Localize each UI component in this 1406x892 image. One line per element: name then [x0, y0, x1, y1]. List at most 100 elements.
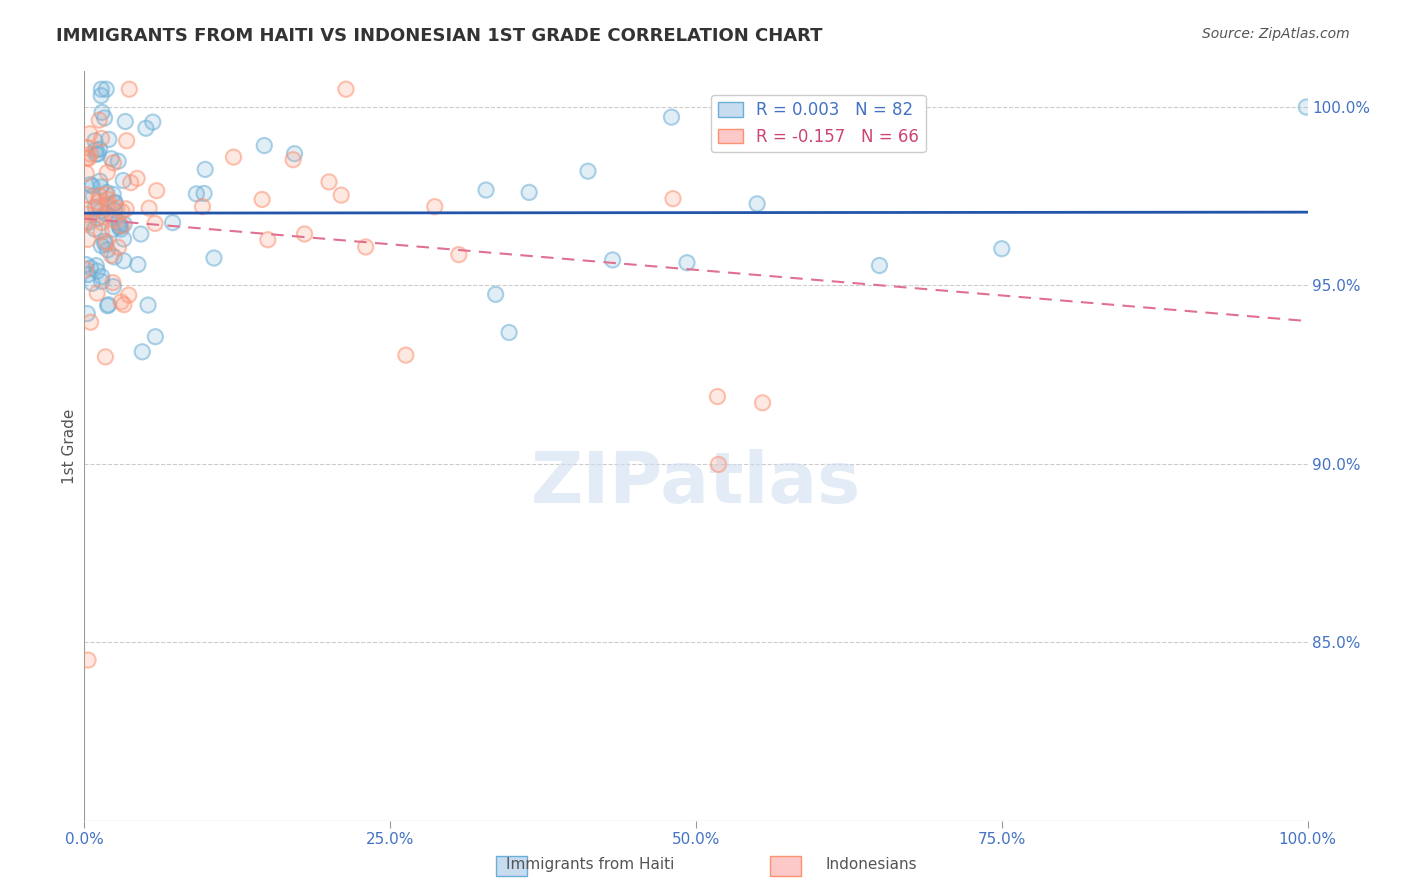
Point [191, 200, 214, 214]
Point [115, 202, 138, 216]
Point [136, 298, 159, 312]
Point [84, 143, 107, 157]
Point [90, 225, 112, 239]
Point [498, 326, 520, 340]
Point [89, 174, 111, 188]
Point [93, 234, 115, 248]
Point [127, 171, 149, 186]
Point [90, 180, 112, 194]
Point [94, 187, 117, 202]
Text: Immigrants from Haiti: Immigrants from Haiti [506, 857, 675, 872]
Point [120, 176, 142, 190]
Point [84, 147, 107, 161]
Point [191, 200, 214, 214]
Point [84, 147, 107, 161]
Point [75, 258, 97, 272]
Point [131, 344, 153, 359]
Point [90, 131, 112, 145]
Point [79, 260, 101, 275]
Point [90, 269, 112, 284]
Point [93, 209, 115, 223]
Point [186, 186, 208, 201]
Point [107, 154, 129, 169]
Point [131, 344, 153, 359]
Point [498, 326, 520, 340]
Point [91, 105, 114, 120]
Point [94, 350, 117, 364]
Point [84, 259, 107, 273]
Point [96, 197, 118, 211]
Point [104, 195, 127, 210]
Point [107, 240, 129, 254]
Point [127, 258, 149, 272]
Point [82, 189, 104, 203]
Point [118, 288, 141, 302]
Point [335, 82, 357, 96]
Point [90, 238, 112, 252]
Point [250, 193, 273, 207]
Point [103, 187, 125, 202]
Point [97, 193, 120, 207]
Y-axis label: 1st Grade: 1st Grade [62, 409, 77, 483]
Point [107, 154, 129, 169]
Point [75, 214, 97, 228]
Point [76, 307, 98, 321]
Point [77, 152, 100, 166]
Point [485, 287, 508, 301]
Point [747, 197, 769, 211]
Point [193, 186, 215, 201]
Point [75, 262, 97, 277]
Point [84, 134, 107, 148]
Point [112, 253, 135, 268]
Point [661, 110, 683, 124]
Point [91, 105, 114, 120]
Point [79, 315, 101, 329]
Point [89, 188, 111, 202]
Point [84, 134, 107, 148]
Point [354, 240, 377, 254]
Point [86, 211, 108, 226]
Point [75, 214, 97, 228]
Point [253, 138, 276, 153]
Point [108, 219, 131, 233]
Point [135, 121, 157, 136]
Point [662, 192, 685, 206]
Point [294, 227, 316, 241]
Point [90, 204, 112, 219]
Point [75, 216, 97, 230]
Point [100, 248, 122, 262]
Point [475, 183, 498, 197]
Point [112, 232, 135, 246]
Point [143, 217, 166, 231]
Point [76, 140, 98, 154]
Point [100, 152, 122, 166]
Point [96, 299, 118, 313]
Point [90, 88, 112, 103]
Point [90, 82, 112, 96]
Point [110, 222, 132, 236]
Point [77, 152, 100, 166]
Point [93, 111, 115, 125]
Point [76, 207, 98, 221]
Point [100, 152, 122, 166]
Point [142, 115, 165, 129]
Text: Indonesians: Indonesians [825, 857, 918, 872]
Point [145, 329, 167, 343]
Point [79, 178, 101, 192]
Point [76, 140, 98, 154]
Point [79, 147, 101, 161]
Point [115, 134, 138, 148]
Point [108, 219, 131, 234]
Point [991, 242, 1014, 256]
Point [751, 396, 773, 410]
Point [115, 202, 138, 216]
Point [202, 251, 225, 265]
Point [91, 216, 114, 230]
Point [222, 150, 245, 164]
Point [82, 189, 104, 203]
Point [991, 242, 1014, 256]
Point [143, 217, 166, 231]
Point [110, 295, 132, 310]
Point [103, 250, 125, 264]
Point [120, 176, 142, 190]
